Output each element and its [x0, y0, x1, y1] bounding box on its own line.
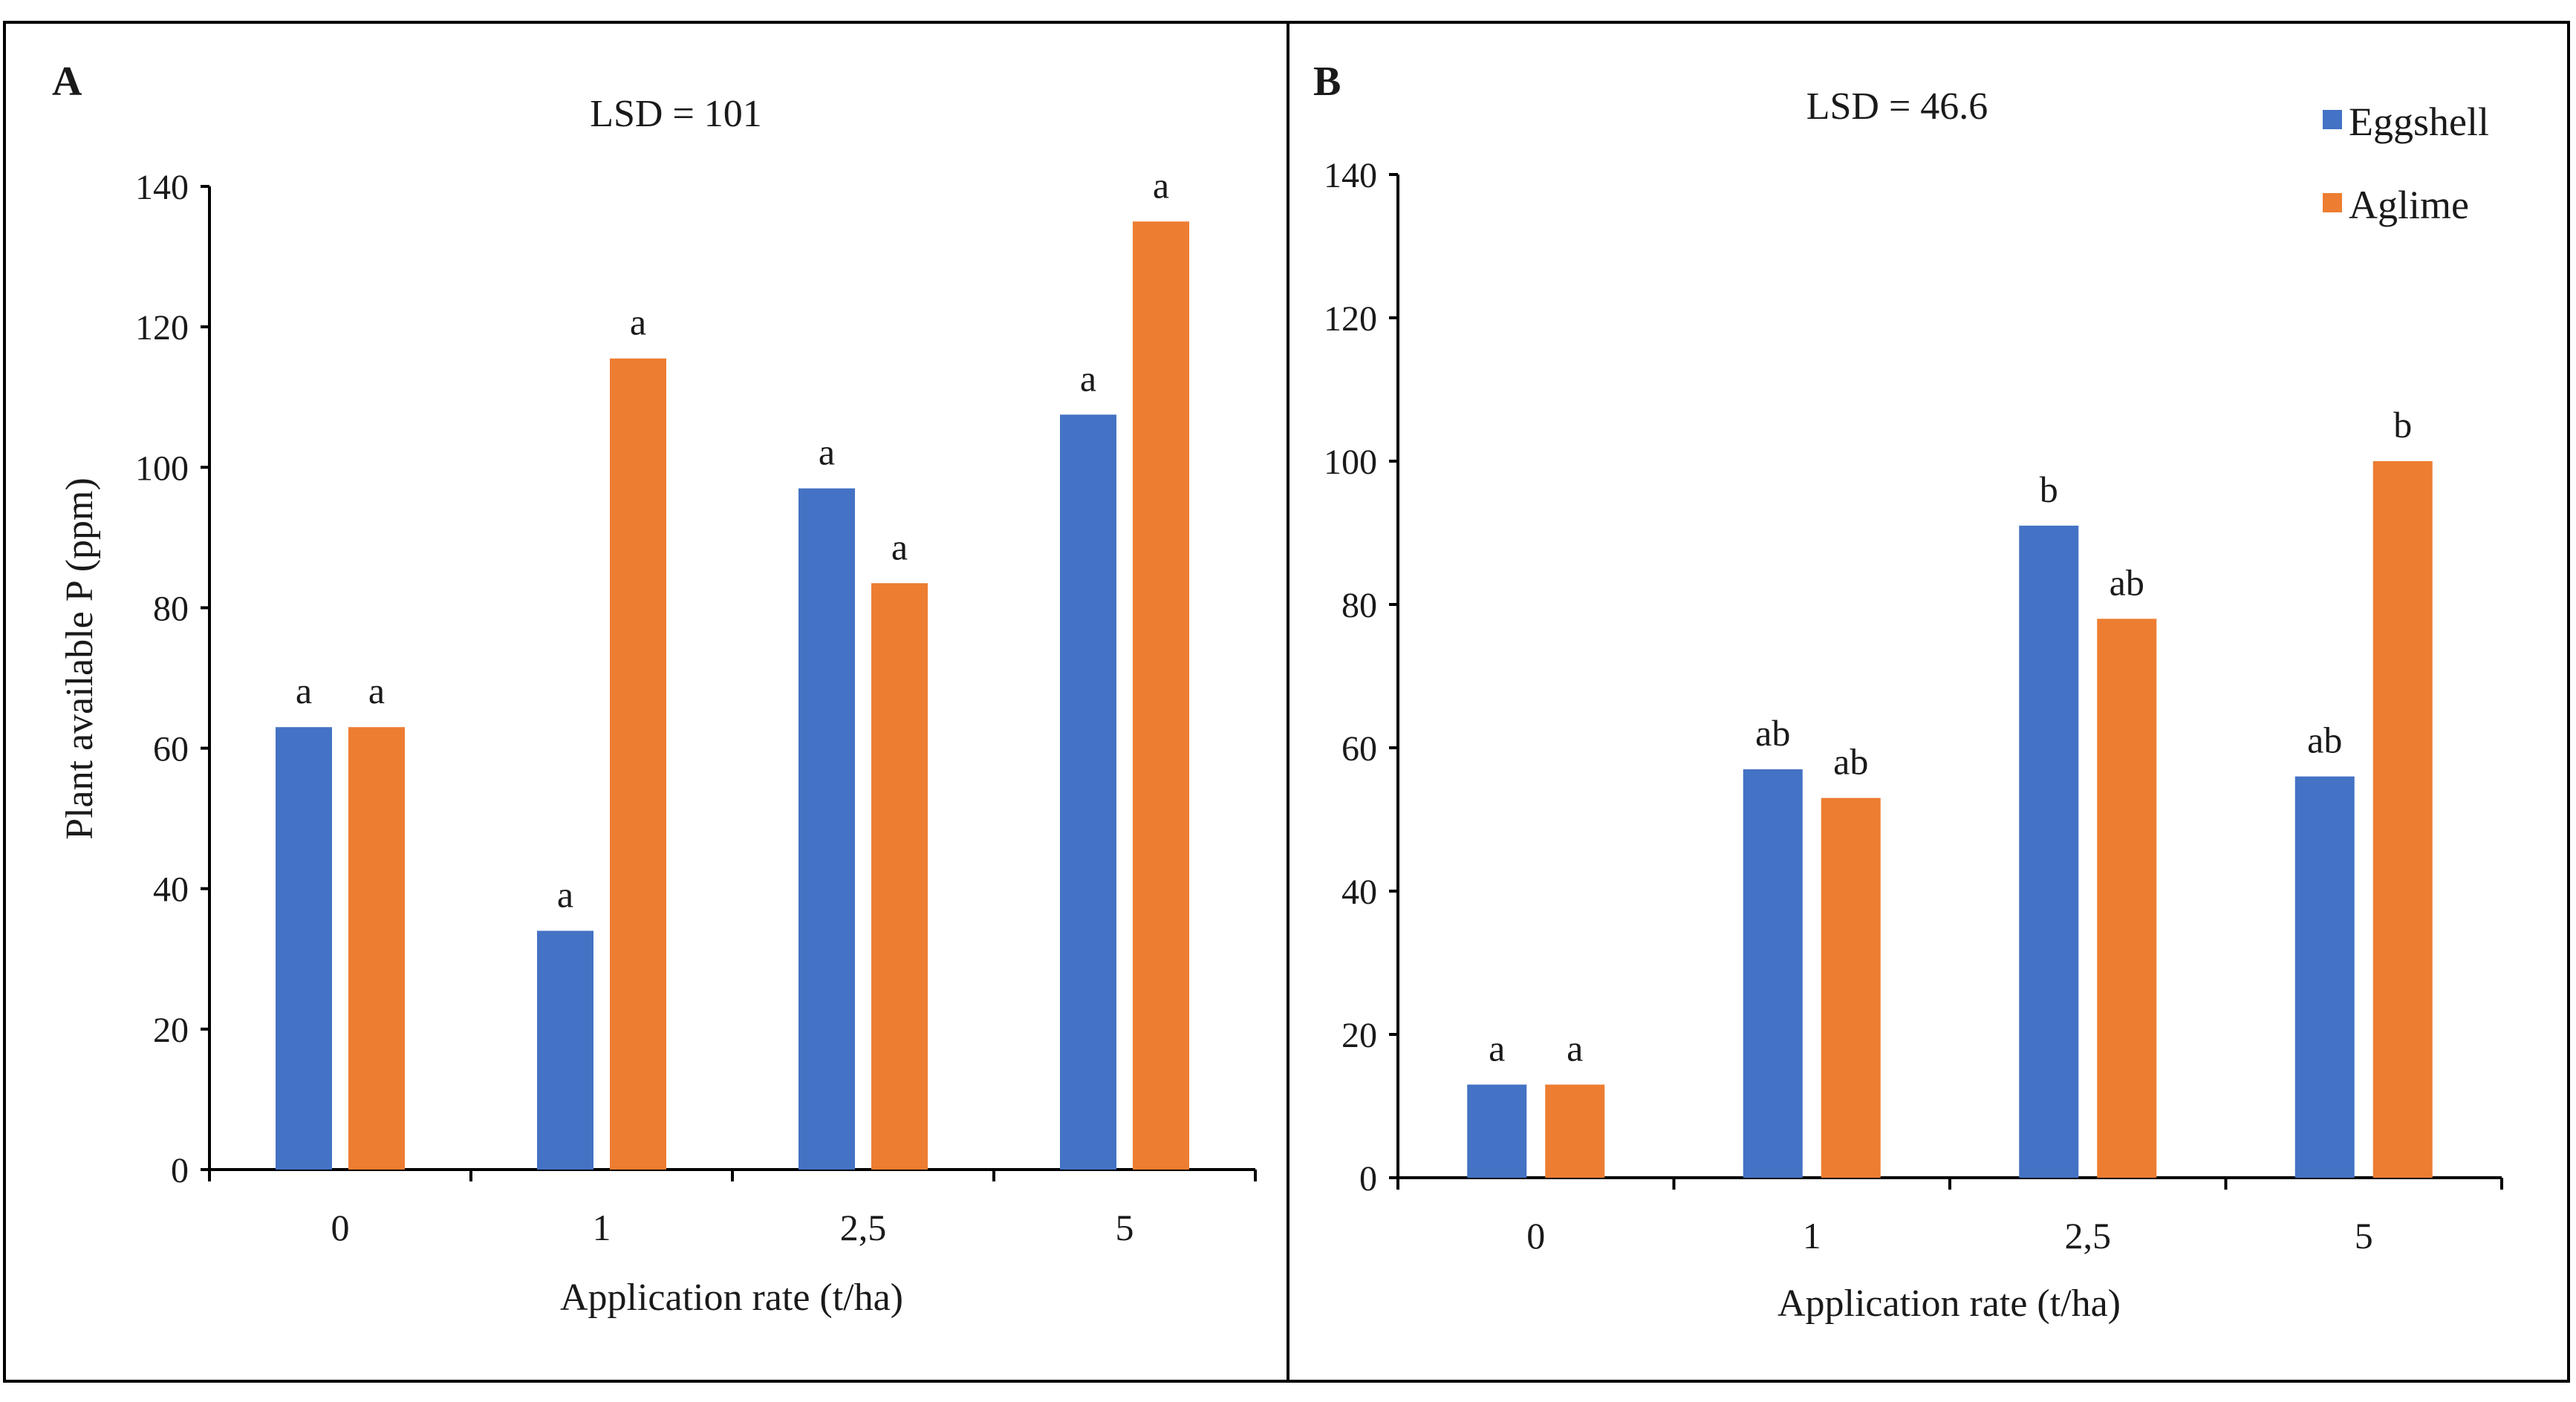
- panel-b-plot: 0 20 40 60 80 100 120 140 0 1 2,5 5 a a ab ab b ab ab b: [1324, 156, 2503, 1256]
- panel-a-bar-eggshell: [537, 930, 593, 1170]
- panel-a-y-tick-label: 60: [153, 730, 189, 769]
- panel-a-sig-letter-eggshell: a: [296, 670, 312, 711]
- panel-a-bar-aglime: [871, 583, 928, 1170]
- panel-a-bar-eggshell: [276, 727, 332, 1170]
- panel-a-bar-aglime: [348, 727, 405, 1170]
- panel-b-x-tick-label: 1: [1803, 1215, 1821, 1256]
- panel-a-sig-letter-eggshell: a: [557, 873, 573, 915]
- legend-swatch-aglime: [2323, 193, 2342, 212]
- panel-b-y-tick-label: 100: [1324, 443, 1377, 482]
- panel-b-y-tick-label: 120: [1324, 299, 1377, 339]
- panel-a-sig-letter-aglime: a: [1153, 164, 1169, 206]
- panel-b-title: LSD = 46.6: [1806, 85, 1988, 128]
- panel-a-xlabel: Application rate (t/ha): [560, 1277, 903, 1319]
- panel-b-x-tick-label: 5: [2355, 1215, 2373, 1256]
- panel-b-sig-letter-aglime: ab: [2110, 561, 2144, 603]
- panel-b-bar-eggshell: [1743, 769, 1803, 1178]
- panel-a-sig-letter-aglime: a: [368, 670, 385, 711]
- panel-b-x-tick-label: 0: [1526, 1215, 1545, 1256]
- panel-a-y-tick-label: 120: [135, 308, 189, 348]
- panel-b-sig-letter-eggshell: ab: [2307, 720, 2342, 761]
- panel-a-y-tick-label: 20: [153, 1011, 189, 1050]
- legend: Eggshell Aglime: [2323, 100, 2489, 227]
- panel-a-sig-letter-aglime: a: [891, 526, 908, 567]
- panel-a-sig-letter-aglime: a: [630, 301, 646, 343]
- panel-a-label: A: [52, 59, 82, 105]
- panel-b-sig-letter-aglime: a: [1567, 1028, 1583, 1069]
- panel-b-bar-aglime: [1821, 798, 1881, 1178]
- panel-b-bar-eggshell: [2019, 525, 2079, 1178]
- panel-a-y-tick-label: 80: [153, 589, 189, 628]
- panel-b-sig-letter-aglime: b: [2393, 404, 2412, 446]
- panel-a-bar-eggshell: [799, 488, 855, 1170]
- panel-b-sig-letter-eggshell: b: [2040, 469, 2058, 510]
- panel-b-label: B: [1313, 59, 1341, 105]
- panel-a-x-tick-label: 0: [331, 1207, 350, 1248]
- panel-a-y-tick-label: 0: [171, 1151, 189, 1190]
- panel-b-sig-letter-eggshell: ab: [1755, 712, 1790, 754]
- panel-b-x-tick-label: 2,5: [2065, 1215, 2112, 1256]
- panel-a-sig-letter-eggshell: a: [1080, 357, 1096, 399]
- panel-a-bar-aglime: [610, 358, 666, 1170]
- panel-a-y-tick-label: 140: [135, 168, 189, 207]
- panel-a-sig-letter-eggshell: a: [819, 431, 835, 473]
- panel-b-bar-eggshell: [2294, 776, 2355, 1178]
- panel-b-sig-letter-eggshell: a: [1489, 1028, 1505, 1069]
- panel-a-x-tick-label: 5: [1116, 1207, 1134, 1248]
- panel-a-title: LSD = 101: [590, 93, 762, 135]
- panel-a-y-tick-label: 100: [135, 449, 189, 488]
- panel-b-y-tick-label: 40: [1341, 873, 1377, 912]
- panel-b-y-tick-label: 140: [1324, 156, 1377, 195]
- panel-a: A LSD = 101 Plant available P (ppm) Appl…: [52, 59, 1257, 1319]
- legend-swatch-eggshell: [2323, 110, 2342, 129]
- panel-b-y-tick-label: 0: [1359, 1159, 1377, 1199]
- legend-label-aglime: Aglime: [2349, 183, 2469, 227]
- panel-a-y-tick-label: 40: [153, 870, 189, 910]
- panel-a-bar-aglime: [1133, 221, 1189, 1170]
- panel-a-x-tick-label: 1: [593, 1207, 611, 1248]
- panel-a-ylabel: Plant available P (ppm): [59, 477, 101, 840]
- panel-b-bar-aglime: [2097, 619, 2157, 1178]
- panel-b-y-tick-label: 20: [1341, 1016, 1377, 1055]
- panel-b-bar-aglime: [1545, 1084, 1605, 1178]
- panel-b-bar-eggshell: [1467, 1084, 1527, 1178]
- panel-b-bar-aglime: [2372, 461, 2433, 1178]
- panel-a-plot: 0 20 40 60 80 100 120 140 0 1 2,5 5 a a a a a a a a: [135, 164, 1257, 1248]
- panel-b-y-tick-label: 60: [1341, 729, 1377, 769]
- panel-b-xlabel: Application rate (t/ha): [1777, 1282, 2121, 1325]
- panel-b: B LSD = 46.6 Application rate (t/ha) Egg…: [1313, 59, 2503, 1325]
- legend-label-eggshell: Eggshell: [2349, 100, 2489, 144]
- panel-b-sig-letter-aglime: ab: [1833, 741, 1868, 783]
- panel-b-y-tick-label: 80: [1341, 586, 1377, 625]
- panel-a-bar-eggshell: [1060, 414, 1116, 1170]
- panel-a-x-tick-label: 2,5: [840, 1207, 887, 1248]
